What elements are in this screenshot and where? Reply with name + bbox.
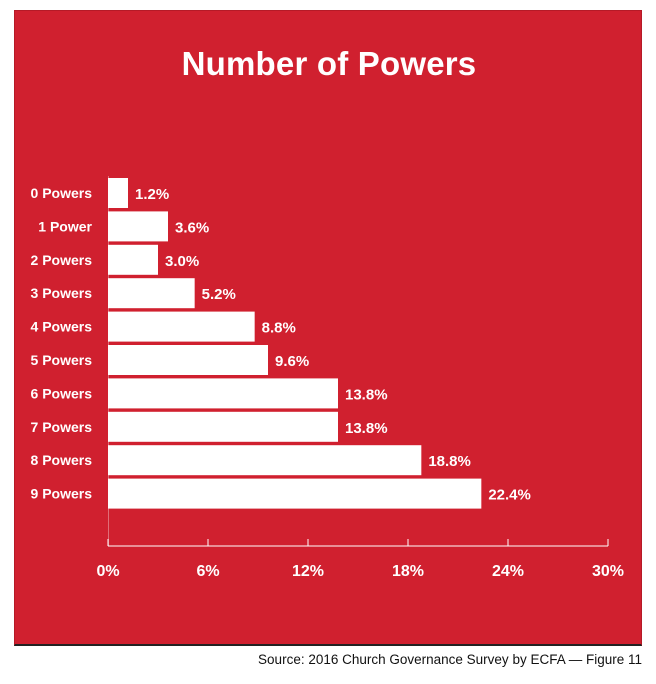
value-label: 18.8% (428, 453, 471, 470)
category-label: 3 Powers (31, 285, 93, 301)
category-label: 4 Powers (31, 319, 93, 335)
value-label: 13.8% (345, 420, 388, 437)
value-label: 3.6% (175, 219, 209, 236)
value-label: 1.2% (135, 186, 169, 203)
value-label: 5.2% (202, 286, 236, 303)
chart-panel: Number of Powers 0 Powers 1.2% 1 Power 3.6%… (14, 10, 642, 646)
bar (108, 278, 195, 309)
category-label: 8 Powers (31, 452, 93, 468)
category-label: 9 Powers (31, 486, 93, 502)
source-note: Source: 2016 Church Governance Survey by… (258, 652, 642, 667)
bar (108, 411, 338, 442)
value-label: 13.8% (345, 386, 388, 403)
bar (108, 244, 158, 275)
x-tick-label: 24% (492, 563, 524, 580)
x-tick-label: 6% (196, 563, 219, 580)
bar (108, 378, 338, 409)
bar (108, 345, 268, 375)
category-label: 0 Powers (31, 185, 93, 201)
value-label: 9.6% (275, 353, 309, 370)
value-label: 22.4% (488, 487, 531, 504)
bar (108, 311, 255, 342)
bar-chart: 0 Powers 1.2% 1 Power 3.6% 2 Powers 3.0% 3 Pow… (31, 176, 624, 580)
bar (108, 178, 128, 208)
chart-title: Number of Powers (181, 45, 477, 82)
category-label: 7 Powers (31, 419, 93, 435)
category-label: 6 Powers (31, 385, 93, 401)
bar (108, 211, 168, 242)
bar (108, 445, 422, 476)
value-label: 8.8% (262, 320, 296, 337)
category-label: 1 Power (38, 218, 92, 234)
x-tick-label: 0% (96, 563, 119, 580)
bar (108, 478, 482, 509)
x-tick-label: 12% (292, 563, 324, 580)
x-tick-label: 18% (392, 563, 424, 580)
value-label: 3.0% (165, 253, 199, 270)
category-label: 5 Powers (31, 352, 93, 368)
x-tick-label: 30% (592, 563, 624, 580)
category-label: 2 Powers (31, 252, 93, 268)
